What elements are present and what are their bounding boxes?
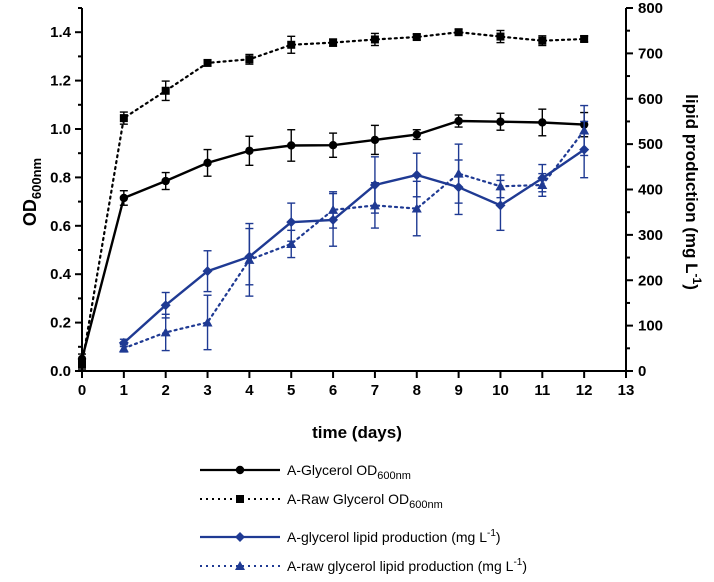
- data-point: [496, 32, 505, 41]
- svg-text:A-Glycerol OD600nm: A-Glycerol OD600nm: [287, 462, 411, 482]
- y-left-tick-label: 1.2: [50, 73, 71, 90]
- x-tick-label: 0: [78, 382, 86, 399]
- data-point: [412, 33, 421, 42]
- data-point: [495, 181, 506, 191]
- data-point: [245, 55, 254, 64]
- x-tick-label: 1: [120, 382, 128, 399]
- legend: A-Glycerol OD600nm A-Raw Glycerol OD600n…: [200, 462, 527, 574]
- series-2: [118, 120, 590, 348]
- data-point: [161, 176, 170, 186]
- x-tick-label: 6: [329, 382, 337, 399]
- y-right-tick-label: 300: [638, 227, 663, 244]
- series-line: [122, 148, 585, 344]
- data-point: [202, 317, 213, 327]
- data-point: [244, 254, 255, 264]
- data-point: [328, 141, 338, 150]
- data-point: [286, 217, 297, 228]
- data-point: [370, 135, 380, 145]
- y-right-tick-label: 200: [638, 272, 663, 289]
- y-right-tick-label: 400: [638, 182, 663, 199]
- data-point: [496, 117, 505, 126]
- data-point: [287, 141, 296, 150]
- data-point: [160, 300, 171, 311]
- y-left-tick-label: 1.4: [50, 24, 72, 41]
- data-point: [287, 40, 296, 49]
- legend-entry-a-raw-glycerol-od: A-Raw Glycerol OD600nm: [200, 491, 443, 511]
- x-tick-label: 4: [245, 382, 254, 399]
- x-tick-label: 2: [162, 382, 170, 399]
- data-point: [161, 86, 170, 95]
- x-tick-label: 7: [371, 382, 379, 399]
- data-point: [160, 327, 171, 337]
- x-tick-label: 11: [534, 382, 550, 399]
- svg-text:A-Raw Glycerol OD600nm: A-Raw Glycerol OD600nm: [287, 491, 443, 511]
- x-axis-title: time (days): [312, 423, 402, 442]
- series-line: [122, 129, 586, 350]
- data-point: [118, 343, 129, 353]
- svg-text:A-raw glycerol lipid productio: A-raw glycerol lipid production (mg L-1): [287, 557, 527, 574]
- data-point: [119, 193, 129, 203]
- y-right-axis-title: lipid production (mg L-1): [682, 94, 704, 290]
- x-tick-label: 9: [454, 382, 462, 399]
- y-right-tick-label: 700: [638, 45, 663, 62]
- data-point: [537, 179, 548, 189]
- y-left-tick-label: 0.4: [50, 266, 72, 283]
- data-point: [495, 200, 506, 211]
- x-tick-label: 10: [492, 382, 509, 399]
- data-point: [411, 203, 422, 213]
- data-point: [538, 36, 547, 45]
- y-left-tick-label: 1.0: [50, 121, 71, 138]
- data-point: [411, 169, 422, 180]
- y-left-axis-title: OD600nm: [20, 158, 44, 226]
- series-0: [77, 108, 589, 365]
- data-point: [119, 114, 128, 123]
- y-left-tick-label: 0.6: [50, 218, 71, 235]
- y-right-tick-label: 100: [638, 318, 663, 335]
- y-right-tick-label: 800: [638, 0, 663, 17]
- data-point: [202, 266, 213, 277]
- data-point: [328, 204, 339, 214]
- y-left-tick-label: 0.2: [50, 315, 71, 332]
- y-left-tick-label: 0.8: [50, 169, 71, 186]
- y-right-tick-label: 0: [638, 363, 646, 380]
- data-point: [203, 58, 212, 67]
- data-point: [538, 118, 547, 127]
- y-left-tick-label: 0.0: [50, 363, 71, 380]
- legend-entry-a-raw-glycerol-lipid: A-raw glycerol lipid production (mg L-1): [200, 557, 527, 574]
- data-point: [454, 116, 463, 126]
- data-point: [580, 34, 589, 43]
- x-tick-label: 12: [576, 382, 593, 399]
- data-point: [203, 158, 212, 168]
- y-right-tick-label: 500: [638, 136, 663, 153]
- legend-entry-a-glycerol-od: A-Glycerol OD600nm: [200, 462, 411, 482]
- data-point: [579, 125, 590, 135]
- data-point: [453, 168, 464, 178]
- data-point: [329, 38, 338, 47]
- data-point: [370, 35, 379, 44]
- data-point: [412, 130, 421, 139]
- series-3: [118, 104, 590, 353]
- x-tick-label: 5: [287, 382, 295, 399]
- legend-entry-a-glycerol-lipid: A-glycerol lipid production (mg L-1): [200, 528, 501, 545]
- y-right-tick-label: 600: [638, 91, 663, 108]
- data-point: [369, 200, 380, 210]
- series-1: [78, 28, 589, 370]
- data-point: [454, 28, 463, 37]
- data-point: [286, 238, 297, 248]
- x-tick-label: 3: [203, 382, 211, 399]
- x-tick-label: 13: [618, 382, 635, 399]
- data-point: [78, 360, 86, 369]
- x-tick-label: 8: [413, 382, 421, 399]
- svg-text:A-glycerol lipid production (m: A-glycerol lipid production (mg L-1): [287, 528, 501, 545]
- data-point: [245, 146, 254, 155]
